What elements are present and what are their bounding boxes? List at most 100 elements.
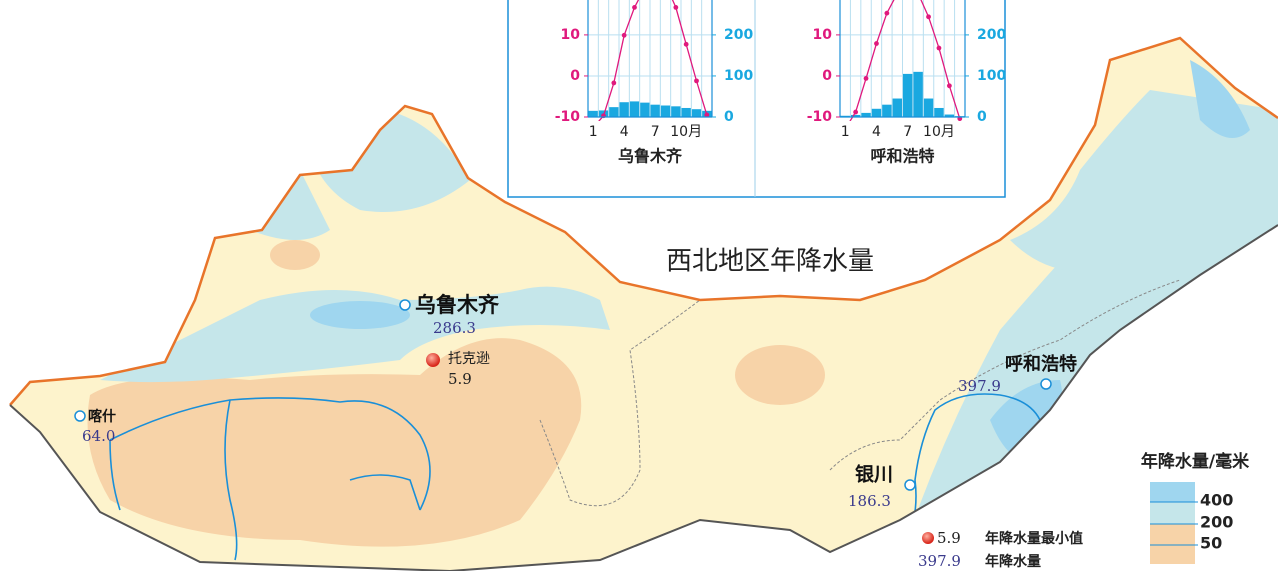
city-precipitation: 397.9 [958,377,1001,395]
temperature-point [694,78,699,84]
temperature-point [853,109,859,115]
river [109,397,431,511]
y-tick-label: 10 [813,27,833,43]
y-tick-label: 10 [561,27,581,43]
x-tick-label: 10月 [923,124,955,140]
y-tick-label: 0 [822,68,832,84]
plot-area [839,0,965,121]
y2-tick-label: 200 [724,27,753,43]
y-tick-label: 0 [570,68,580,84]
precipitation-bar [691,109,702,117]
x-tick-label: 7 [651,124,660,140]
temperature-point [683,41,689,47]
temperature-point [863,76,869,81]
key-min-marker [922,532,934,544]
map-title: 西北地区年降水量 [666,247,874,277]
y2-tick-label: 100 [724,68,753,84]
river [349,474,421,511]
chart-title: 呼和浩特 [870,147,934,166]
legend-swatch [1150,502,1195,524]
precipitation-bar [681,107,691,117]
legend-swatch [1150,482,1195,502]
legend-swatch [1150,524,1195,564]
precipitation-bar [650,104,660,117]
zone-above-400 [310,301,410,329]
zone-below-50 [270,240,320,270]
x-tick-label: 1 [841,124,850,140]
key-min-label: 年降水量最小值 [985,530,1083,547]
precipitation-bar [944,114,955,117]
city-precipitation: 64.0 [82,427,115,445]
zone-200-400 [250,170,330,240]
y2-tick-label: 200 [977,27,1006,43]
precipitation-bar [671,106,681,117]
city-precipitation: 5.9 [448,370,472,388]
city-label: 呼和浩特 [1005,353,1077,375]
precipitation-bar [923,98,934,117]
y2-tick-label: 100 [977,68,1006,84]
precipitation-bar [619,102,629,117]
city-marker [1040,378,1052,390]
temperature-line [849,0,961,121]
inset-frame [507,0,1006,198]
city-marker [399,299,411,311]
rivers [109,393,1041,561]
legend-level: 400 [1200,491,1233,510]
region-boundary [9,224,1278,571]
city-label: 乌鲁木齐 [415,293,500,317]
temperature-point [704,112,710,118]
temperature-point [621,32,627,38]
x-tick-label: 1 [589,124,598,140]
temperature-line [598,0,708,121]
key-value: 397.9 [918,552,961,570]
precipitation-bar [609,107,619,117]
temperature-point [884,10,890,16]
precipitation-bar [892,98,902,117]
precipitation-bar [861,112,871,117]
city-marker [904,479,916,491]
zone-above-400 [1190,60,1250,138]
precipitation-bar [660,105,671,117]
temperature-point [673,4,679,10]
legend-title: 年降水量/毫米 [1141,451,1250,472]
precipitation-bar [629,101,640,117]
zone-200-400 [1010,90,1278,272]
temperature-point [611,80,617,86]
x-tick-label: 4 [620,124,629,140]
national-border [9,36,1278,406]
key-value-label: 年降水量 [985,553,1041,570]
x-tick-label: 7 [903,124,912,140]
precipitation-bar [871,108,882,117]
city-precipitation: 286.3 [433,319,476,337]
temperature-point [926,14,931,20]
y2-tick-label: 0 [724,109,734,125]
zone-below-50 [735,345,825,405]
min-marker [426,353,440,367]
temperature-point [936,45,942,51]
province-border [539,299,701,507]
x-tick-label: 10月 [670,124,702,140]
precipitation-bar [903,73,913,117]
province-borders [539,279,1181,507]
city-marker [74,410,86,422]
chart-title: 乌鲁木齐 [618,147,683,166]
precipitation-bar [850,114,861,117]
precipitation-bar [882,104,892,117]
legend-level: 50 [1200,534,1222,553]
temperature-point [946,83,952,89]
precipitation-bar [913,71,923,117]
legend-level: 200 [1200,513,1233,532]
x-tick-label: 4 [872,124,881,140]
city-label: 托克逊 [448,351,490,367]
y-tick-label: -10 [807,109,833,125]
zone-below-50 [87,338,582,547]
y-tick-label: -10 [555,109,581,125]
river [224,399,238,561]
precipitation-bar [588,110,598,117]
key-min-value: 5.9 [937,529,961,547]
precipitation-bar [840,115,850,117]
